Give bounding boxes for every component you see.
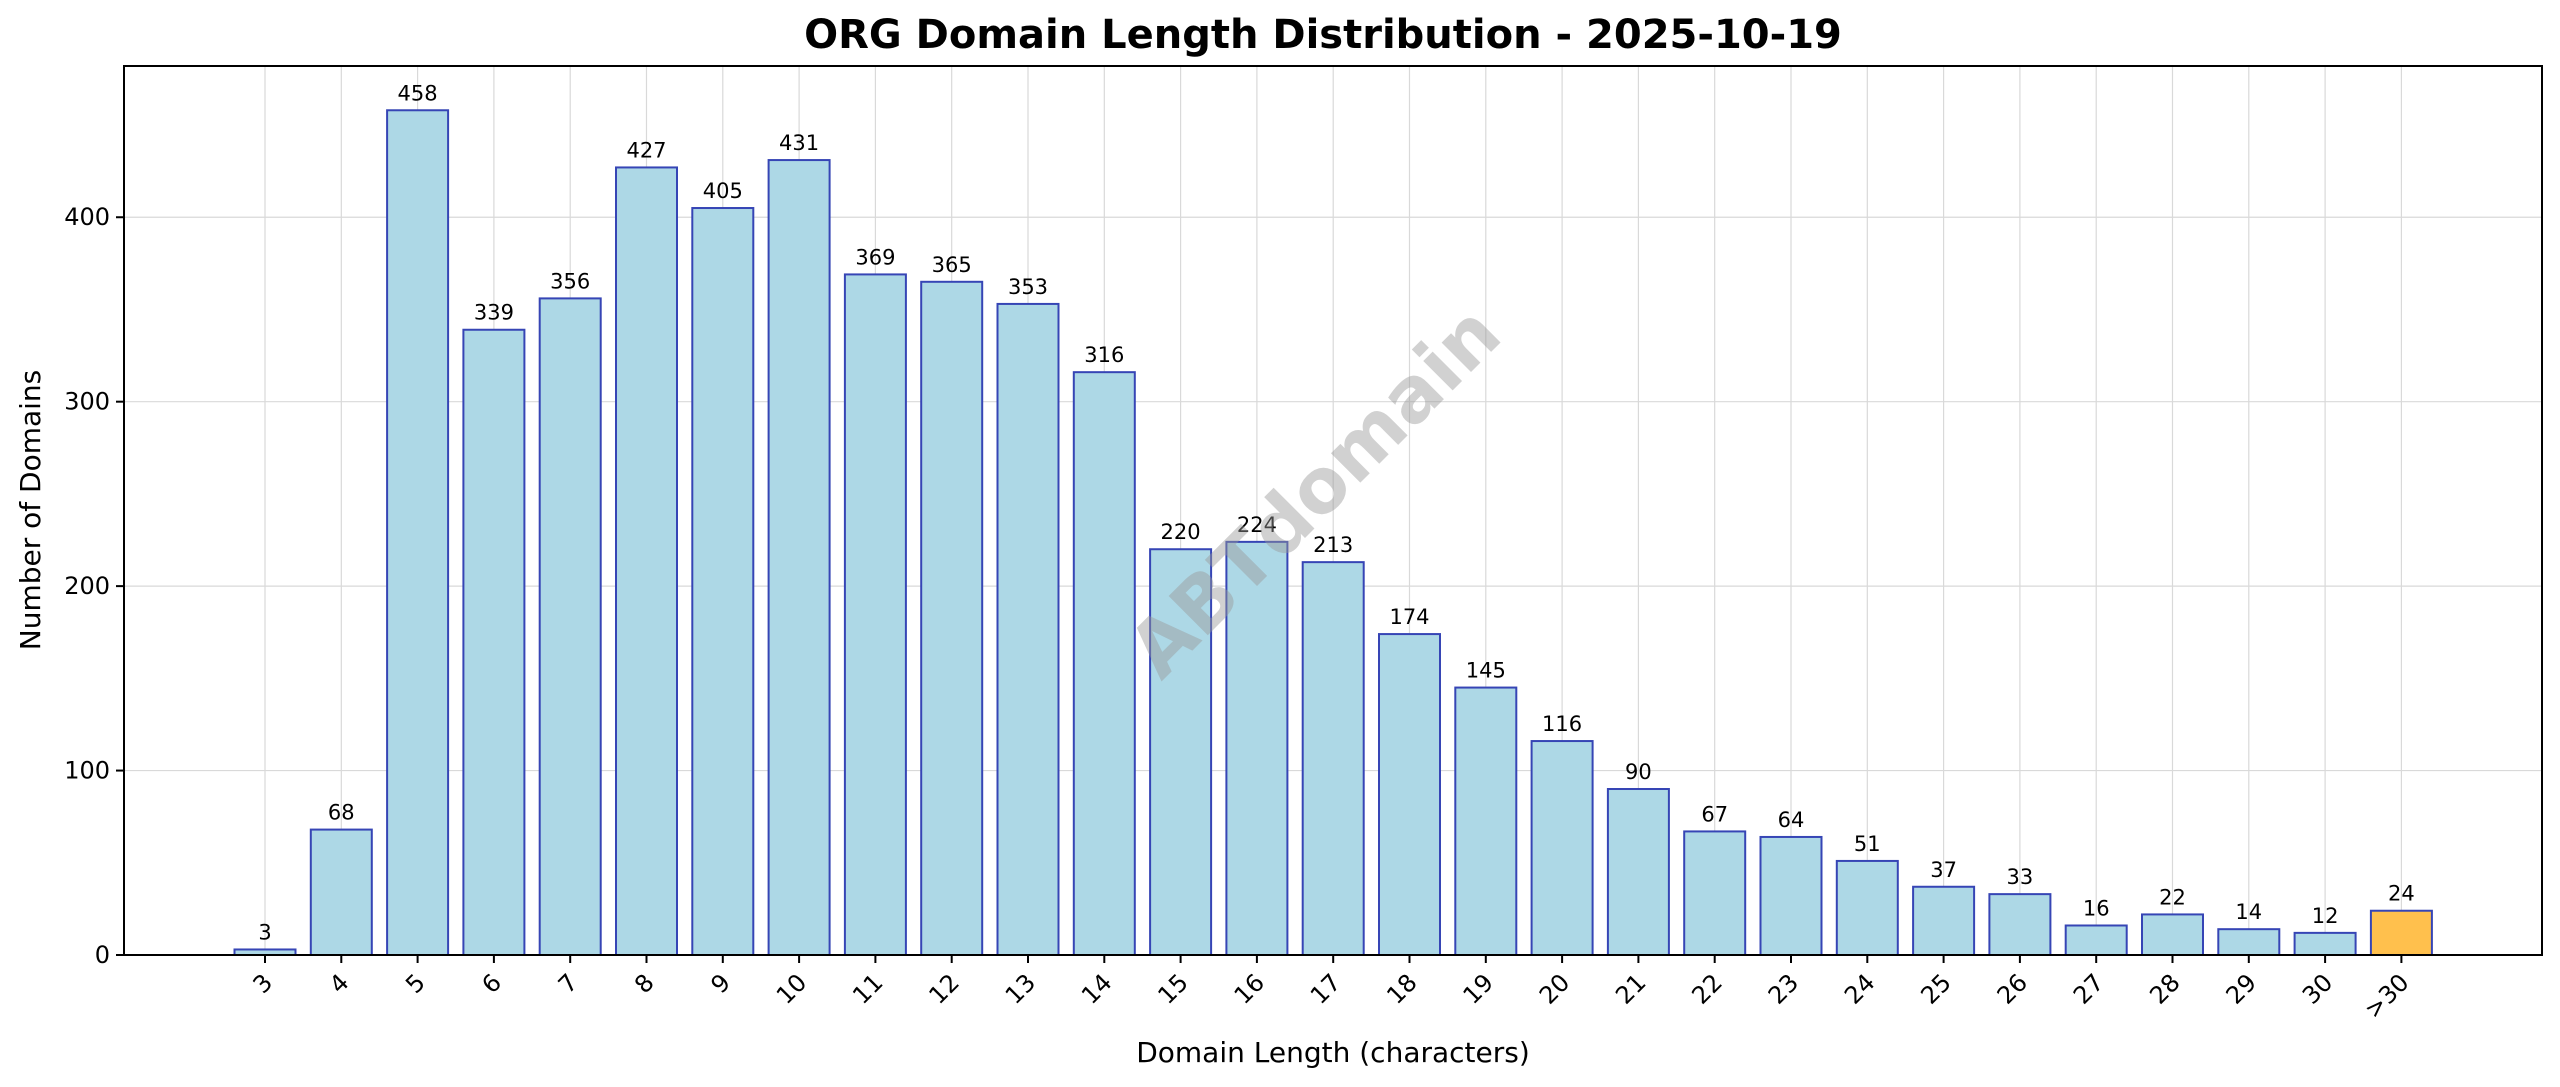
data-labels: 3 68 458 339 356 427 405 431 369 365 353 316 220 224 2… [258, 81, 2414, 944]
x-tick-label: 18 [1381, 968, 1422, 1009]
data-label: 316 [1084, 343, 1124, 367]
chart-title: ORG Domain Length Distribution - 2025-10… [804, 12, 1842, 58]
x-tick-label: 11 [847, 968, 888, 1009]
data-label: 67 [1701, 802, 1728, 826]
bar [1759, 835, 1823, 956]
data-label: 22 [2159, 885, 2186, 909]
y-tick-label: 400 [64, 203, 110, 231]
data-label: 37 [1930, 858, 1957, 882]
y-tick-label: 300 [64, 388, 110, 416]
y-ticks: 0 100 200 300 400 [64, 203, 124, 969]
x-tick-label: 15 [1152, 968, 1193, 1009]
x-tick-label: >30 [2359, 968, 2415, 1024]
x-tick-label: 8 [629, 968, 660, 999]
bar [462, 328, 526, 956]
y-tick-label: 0 [95, 941, 110, 969]
data-label: 90 [1625, 760, 1652, 784]
bar [1835, 859, 1899, 956]
data-label: 356 [550, 269, 590, 293]
x-tick-label: 14 [1076, 968, 1117, 1009]
bar [615, 166, 678, 957]
data-label: 224 [1237, 513, 1277, 537]
x-tick-label: 23 [1763, 968, 1804, 1009]
x-tick-label: 3 [248, 968, 279, 999]
plot-frame [123, 65, 2543, 956]
y-tick-label: 200 [64, 572, 110, 600]
data-label: 16 [2083, 896, 2110, 920]
x-tick-label: 6 [476, 968, 507, 999]
data-label: 24 [2388, 882, 2415, 906]
x-tick-label: 4 [324, 968, 355, 999]
data-label: 213 [1313, 533, 1353, 557]
bar [1072, 371, 1136, 957]
bars [233, 109, 2433, 957]
x-tick-label: 10 [771, 968, 812, 1009]
data-label: 51 [1854, 832, 1881, 856]
data-label: 68 [328, 801, 355, 825]
data-label: 220 [1161, 520, 1201, 544]
data-label: 405 [703, 179, 743, 203]
x-tick-label: 27 [2068, 968, 2109, 1009]
bar [309, 828, 373, 957]
bar [2217, 928, 2281, 956]
data-label: 174 [1389, 605, 1429, 629]
bar [2064, 924, 2128, 956]
x-tick-label: 17 [1305, 968, 1346, 1009]
x-tick-label: 28 [2144, 968, 2185, 1009]
x-tick-label: 22 [1686, 968, 1727, 1009]
data-label: 116 [1542, 712, 1582, 736]
x-tick-label: 29 [2221, 968, 2262, 1009]
bar [1683, 830, 1747, 956]
data-label: 12 [2312, 904, 2339, 928]
x-ticks: 3 4 5 6 7 8 9 10 11 12 13 14 15 16 17 18 19 20 21 22 23 24 25 2… [248, 955, 2415, 1024]
bar [386, 109, 450, 956]
bar [2369, 909, 2433, 956]
x-tick-label: 26 [1992, 968, 2033, 1009]
x-tick-label: 12 [923, 968, 964, 1009]
x-tick-label: 30 [2297, 968, 2338, 1009]
x-tick-label: 5 [400, 968, 431, 999]
bar [767, 159, 831, 956]
data-label: 64 [1778, 808, 1805, 832]
bar [2141, 913, 2204, 956]
x-tick-label: 7 [553, 968, 584, 999]
bar [1988, 893, 2052, 956]
y-tick-label: 100 [64, 757, 110, 785]
bar [996, 302, 1060, 957]
bar [2293, 931, 2357, 957]
bar [1301, 561, 1365, 956]
bar [1606, 788, 1670, 956]
bar [1454, 686, 1518, 956]
data-label: 145 [1466, 659, 1506, 683]
data-label: 33 [2007, 865, 2034, 889]
data-label: 353 [1008, 275, 1048, 299]
y-axis-label: Number of Domains [14, 370, 47, 651]
data-label: 427 [626, 138, 666, 162]
data-label: 369 [855, 245, 895, 269]
x-tick-label: 9 [705, 968, 736, 999]
bar [1530, 740, 1594, 957]
data-label: 3 [258, 920, 271, 944]
bar [920, 280, 984, 956]
bar [1378, 633, 1441, 957]
data-label: 339 [474, 301, 514, 325]
x-tick-label: 16 [1229, 968, 1270, 1009]
x-tick-label: 21 [1610, 968, 1651, 1009]
x-axis-label: Domain Length (characters) [1136, 1036, 1530, 1069]
bar [691, 207, 755, 956]
x-tick-label: 13 [1000, 968, 1041, 1009]
bar [1912, 885, 1976, 956]
bar [538, 297, 602, 957]
data-label: 365 [932, 253, 972, 277]
x-tick-label: 24 [1839, 968, 1880, 1009]
x-tick-label: 20 [1534, 968, 1575, 1009]
x-tick-label: 25 [1915, 968, 1956, 1009]
data-label: 14 [2235, 900, 2262, 924]
bar [843, 273, 907, 957]
data-label: 458 [398, 81, 438, 105]
x-tick-label: 19 [1458, 968, 1499, 1009]
data-label: 431 [779, 131, 819, 155]
